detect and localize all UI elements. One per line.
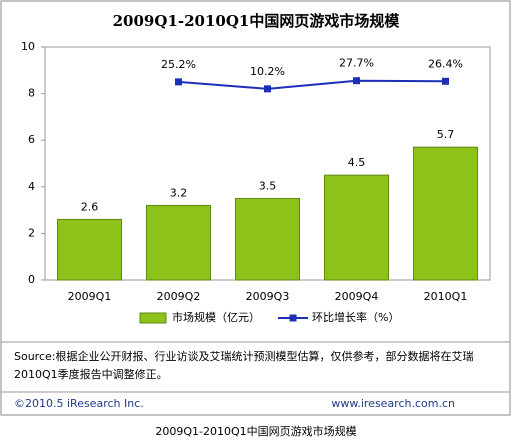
y-tick-label: 8: [28, 87, 35, 100]
bar: [235, 197, 300, 281]
bar: [146, 204, 211, 281]
data-label: 3.5: [259, 179, 277, 192]
caption: 2009Q1-2010Q1中国网页游戏市场规模: [155, 424, 356, 438]
line: [178, 79, 446, 90]
y-tick-label: 2: [28, 226, 35, 239]
x-tick-label: 2009Q3: [246, 290, 290, 303]
legend-swatch: [289, 314, 297, 322]
data-label: 3.2: [170, 186, 188, 199]
data-label: 2.6: [81, 200, 99, 213]
copyright: ©2010.5 iResearch Inc.: [14, 397, 144, 410]
bar: [413, 146, 478, 281]
legend-label: 市场规模（亿元）: [172, 310, 260, 324]
data-label: 5.7: [437, 128, 455, 141]
x-tick-label: 2009Q2: [157, 290, 201, 303]
legend-swatch: [139, 312, 167, 324]
legend-label: 环比增长率（%）: [312, 310, 399, 324]
source-line: Source:根据企业公开财报、行业访谈及艾瑞统计预测模型估算，仅供参考，部分数…: [14, 349, 473, 363]
y-tick-label: 6: [28, 133, 35, 146]
y-tick-label: 0: [28, 273, 35, 286]
x-tick-label: 2010Q1: [424, 290, 468, 303]
website: www.iresearch.com.cn: [331, 397, 455, 410]
y-tick-label: 10: [21, 40, 35, 53]
marker: [353, 77, 360, 85]
data-label: 25.2%: [161, 58, 196, 71]
bar: [324, 174, 389, 281]
bar: [57, 218, 122, 281]
x-tick-label: 2009Q4: [335, 290, 379, 303]
marker: [264, 85, 271, 93]
source-line: 2010Q1季度报告中调整修正。: [14, 367, 168, 381]
y-tick-label: 4: [28, 180, 35, 193]
data-label: 10.2%: [250, 65, 285, 78]
marker: [175, 78, 182, 86]
x-tick-label: 2009Q1: [68, 290, 112, 303]
marker: [442, 77, 449, 85]
chart-title: 2009Q1-2010Q1中国网页游戏市场规模: [113, 12, 401, 30]
data-label: 4.5: [348, 156, 366, 169]
data-label: 27.7%: [339, 57, 374, 70]
data-label: 26.4%: [428, 57, 463, 70]
